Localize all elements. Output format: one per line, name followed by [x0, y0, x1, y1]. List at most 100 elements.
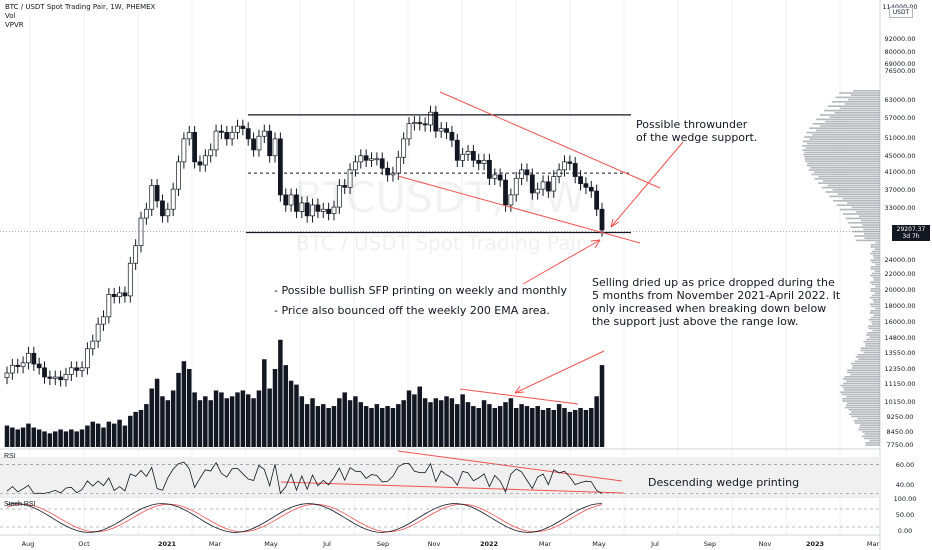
vpvr-bar — [874, 270, 880, 272]
vpvr-bar — [805, 160, 880, 162]
vpvr-bar — [804, 158, 880, 160]
volume-bar — [122, 425, 128, 447]
price-tick-label: 11150.00 — [884, 380, 915, 388]
vpvr-bar — [870, 266, 880, 268]
vpvr-bar — [812, 123, 880, 125]
volume-bar — [20, 427, 26, 447]
vpvr-bar — [872, 272, 880, 275]
vpvr-bar — [842, 378, 880, 380]
volume-bar — [251, 398, 256, 447]
vpvr-bar — [839, 92, 880, 94]
volume-bar — [133, 411, 138, 447]
candle-body — [551, 176, 557, 192]
volume-bar — [363, 406, 369, 447]
vpvr-bar — [870, 268, 880, 270]
vpvr-bar — [870, 244, 880, 246]
vpvr-bar — [873, 257, 880, 259]
vpvr-bar — [870, 290, 880, 292]
vpvr-bar — [865, 345, 880, 347]
vpvr-bar — [874, 248, 880, 250]
vpvr-bar — [802, 140, 880, 143]
volume-bar — [101, 427, 106, 447]
candle-body — [369, 158, 374, 161]
vpvr-bar — [867, 325, 880, 327]
arrow-head — [514, 385, 521, 394]
stoch-k-line — [6, 503, 603, 533]
volume-bar — [85, 425, 90, 447]
candle-body — [277, 138, 283, 196]
arrow-head — [514, 391, 525, 394]
arrow-head — [610, 221, 620, 228]
wedge-note: Descending wedge printing — [648, 476, 800, 489]
vpvr-bar — [875, 285, 880, 288]
time-tick-label: 2022 — [480, 540, 498, 548]
price-tick-label: 14800.00 — [884, 334, 915, 342]
vpvr-bar — [872, 250, 880, 253]
volume-bar — [262, 359, 267, 447]
candle-body — [438, 128, 444, 132]
vpvr-bar — [870, 259, 880, 261]
volume-bar — [535, 406, 540, 447]
vpvr-bar — [857, 354, 880, 356]
stoch-d-line — [6, 503, 603, 533]
volume-bar — [578, 408, 583, 447]
candle-body — [465, 151, 471, 155]
vpvr-bar — [814, 178, 880, 180]
vpvr-bar — [855, 356, 880, 358]
volume-bar — [219, 392, 224, 447]
selling-line-1: Selling dried up as price dropped during… — [592, 276, 835, 289]
candle-body — [143, 208, 149, 219]
vpvr-bar — [846, 404, 880, 407]
volume-bar — [69, 429, 74, 447]
vpvr-bar — [824, 120, 880, 123]
rsi-tick-label: 60.00 — [896, 461, 915, 469]
candle-body — [288, 194, 294, 206]
vpvr-bar — [804, 156, 880, 158]
vpvr-bar — [842, 213, 880, 215]
vpvr-bar — [848, 222, 880, 224]
vpvr-bar — [842, 398, 880, 400]
candle-body — [240, 125, 246, 129]
candle-body — [476, 159, 482, 164]
price-tick-label: 9250.00 — [887, 413, 914, 421]
time-tick-label: 2021 — [158, 540, 177, 548]
vpvr-bar — [816, 129, 880, 132]
volume-layer — [4, 339, 605, 447]
volume-arrow — [514, 350, 605, 394]
ema-note: - Price also bounced off the weekly 200 … — [274, 304, 550, 317]
candle-body — [138, 217, 144, 247]
volume-bar — [149, 388, 154, 447]
price-tick-label: 51000.00 — [884, 134, 915, 142]
wedge-support-line — [397, 175, 641, 244]
vpvr-bar — [865, 444, 880, 446]
vpvr-bar — [833, 200, 880, 202]
vpvr-bar — [871, 316, 880, 319]
volume-bar — [417, 386, 422, 447]
vpvr-bar — [860, 347, 880, 349]
volume-bar — [278, 339, 283, 447]
rsi-line — [6, 461, 603, 495]
candle-body — [460, 153, 466, 161]
vpvr-label: VPVR — [5, 21, 24, 29]
vpvr-bar — [846, 395, 880, 398]
vpvr-bar — [862, 224, 880, 226]
volume-bar — [556, 404, 562, 447]
volume-bar — [31, 427, 37, 447]
time-axis: Aug Oct 2021 Mar May Jul Sep Nov 2022 Mar May Jul Se… — [22, 540, 880, 548]
price-tick-label: 41000.00 — [884, 168, 915, 176]
vpvr-bar — [827, 184, 880, 187]
vpvr-bar — [870, 281, 880, 283]
candle-body — [299, 202, 305, 212]
volume-bar — [187, 369, 192, 447]
currency-badge[interactable]: USDT — [889, 7, 913, 18]
price-tick-label: 13550.00 — [884, 349, 915, 357]
candle-body — [63, 373, 69, 381]
selling-line-2: 5 months from November 2021-April 2022. … — [592, 289, 841, 302]
volume-bar — [492, 408, 498, 447]
candle-body — [353, 161, 358, 171]
volume-bar — [197, 400, 203, 447]
candle-body — [202, 155, 208, 166]
price-axis: 114000.0092000.0080000.0069000.0076500.0… — [882, 3, 917, 535]
vpvr-bar — [811, 173, 880, 176]
